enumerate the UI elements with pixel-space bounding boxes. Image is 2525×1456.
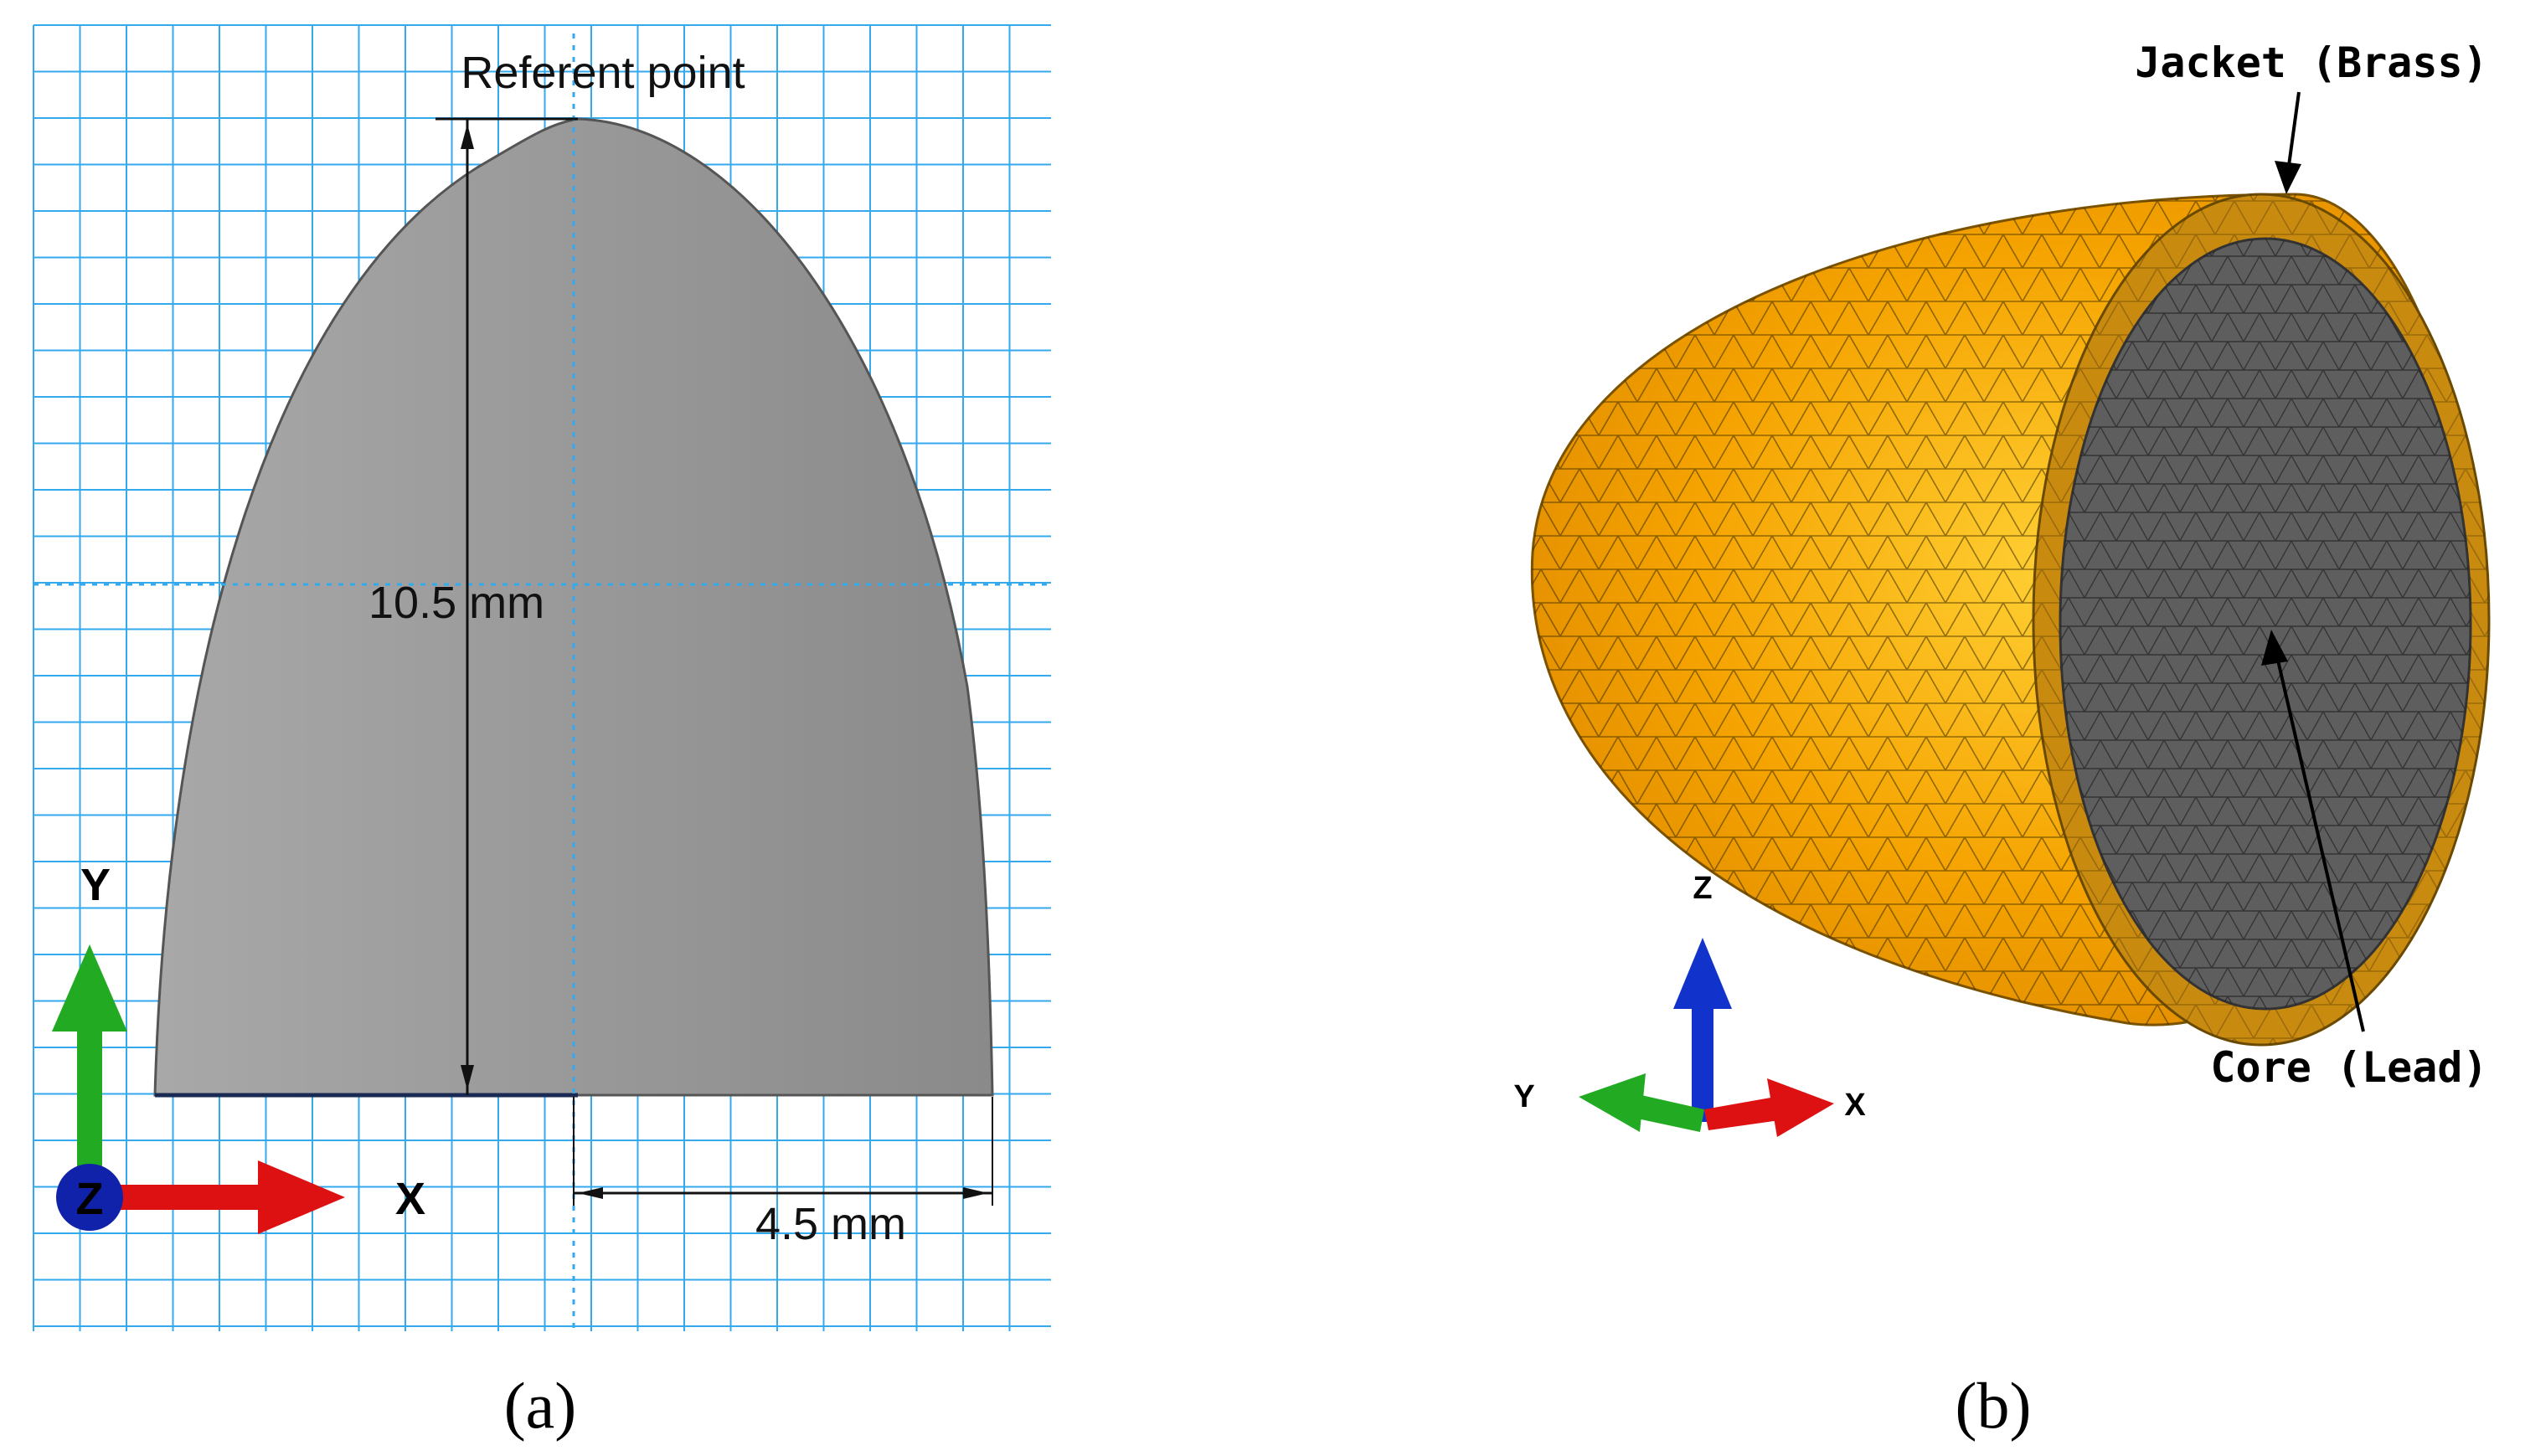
z-axis-label-b: Z <box>1693 871 1712 906</box>
z-axis-shaft-b <box>1692 1005 1713 1122</box>
x-axis-label: X <box>395 1174 425 1224</box>
referent-label: Referent point <box>461 48 745 98</box>
y-axis-label-b: Y <box>1513 1079 1534 1114</box>
x-axis-arrowhead-b <box>1767 1078 1834 1137</box>
height-dimension-label: 10.5 mm <box>368 578 544 628</box>
x-axis-label-b: X <box>1844 1088 1866 1123</box>
radius-arrow-left <box>578 1187 603 1199</box>
y-axis-shaft-b <box>1637 1095 1704 1132</box>
panel-b: Jacket (Brass) Core (Lead) Z Y X (b) <box>1513 39 2491 1442</box>
caption-a: (a) <box>504 1369 577 1442</box>
caption-b: (b) <box>1956 1369 2032 1442</box>
x-axis-shaft-b <box>1704 1097 1780 1130</box>
panel-a: Referent point 10.5 mm 4.5 mm Z Y X (a) <box>33 24 1051 1442</box>
z-axis-arrowhead-b <box>1673 938 1732 1009</box>
jacket-callout-line <box>2286 91 2301 172</box>
y-axis-arrowhead-b <box>1579 1073 1646 1132</box>
radius-dimension-label: 4.5 mm <box>755 1199 906 1249</box>
z-axis-label: Z <box>76 1174 104 1224</box>
core-callout-arrow <box>2261 630 2288 666</box>
lead-core-mesh <box>2060 239 2471 1009</box>
height-arrow-top <box>461 124 474 149</box>
jacket-label: Jacket (Brass) <box>2135 39 2487 87</box>
y-axis-label: Y <box>80 860 111 910</box>
height-arrow-bottom <box>461 1065 474 1090</box>
core-label: Core (Lead) <box>2210 1043 2487 1092</box>
axis-triad-b: Z Y X <box>1513 871 1866 1137</box>
z-axis-dot <box>56 1164 123 1231</box>
core-callout-line <box>2275 652 2365 1032</box>
axis-triad-a: Z Y X <box>52 860 425 1234</box>
bullet-profile <box>153 117 994 1097</box>
radius-arrow-right <box>963 1187 988 1199</box>
y-axis-shaft <box>77 1030 102 1172</box>
x-axis-arrowhead <box>258 1160 345 1234</box>
y-axis-arrowhead <box>52 944 127 1032</box>
jacket-callout-arrow <box>2275 161 2301 194</box>
